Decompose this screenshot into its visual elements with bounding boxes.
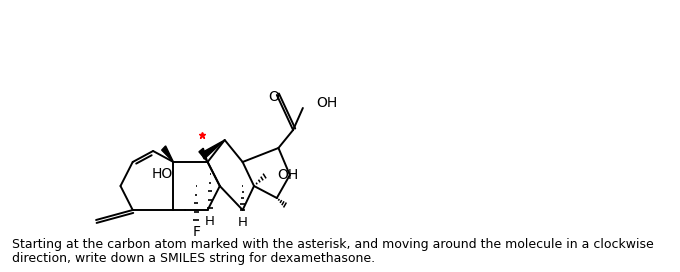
Polygon shape <box>199 148 207 162</box>
Text: OH: OH <box>277 168 298 182</box>
Text: F: F <box>192 225 200 239</box>
Polygon shape <box>162 146 173 162</box>
Text: Starting at the carbon atom marked with the asterisk, and moving around the mole: Starting at the carbon atom marked with … <box>12 238 654 251</box>
Text: direction, write down a SMILES string for dexamethasone.: direction, write down a SMILES string fo… <box>12 252 375 265</box>
Text: HO: HO <box>152 167 173 181</box>
Text: H: H <box>205 215 215 228</box>
Text: H: H <box>238 216 248 229</box>
Text: OH: OH <box>316 96 337 110</box>
Polygon shape <box>201 140 224 159</box>
Text: O: O <box>269 90 279 104</box>
